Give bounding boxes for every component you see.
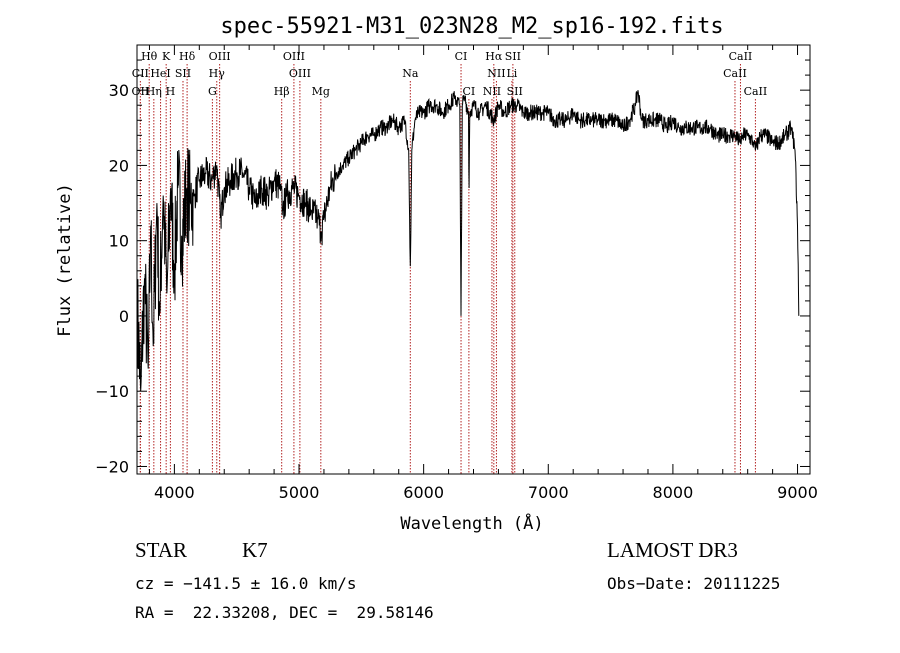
x-axis-label: Wavelength (Å): [400, 512, 543, 534]
line-label: CaII: [729, 50, 753, 63]
line-label: Hα: [485, 50, 503, 63]
x-tick-label: 7000: [528, 483, 569, 502]
line-label: OIII: [289, 67, 311, 80]
line-label: CaII: [723, 67, 747, 80]
line-label: SII: [505, 50, 521, 63]
line-label: CII: [132, 67, 149, 80]
line-label: Hη: [146, 85, 162, 98]
line-label: OIII: [283, 50, 305, 63]
line-label: CI: [463, 85, 476, 98]
line-label: G: [208, 85, 217, 98]
plot-frame: [136, 44, 811, 475]
x-tick-label: 6000: [403, 483, 444, 502]
y-tick-label: −10: [95, 382, 129, 401]
line-label: K: [162, 50, 171, 63]
y-tick-label: 0: [119, 307, 129, 326]
line-label: Hθ: [141, 50, 158, 63]
y-tick-label: 10: [109, 232, 129, 251]
x-tick-label: 5000: [279, 483, 320, 502]
line-label: Mg: [312, 85, 330, 98]
spectral-line-markers: [139, 64, 756, 474]
line-label: Li: [506, 67, 517, 80]
flux-line: [136, 90, 800, 392]
x-tick-label: 4000: [154, 483, 195, 502]
axis-ticks: 4000 5000 6000 7000 8000 9000 −20 −10 0 10 20 30: [95, 45, 818, 502]
line-label: OIII: [209, 50, 231, 63]
line-label: Hδ: [179, 50, 196, 63]
flux-series: [136, 90, 800, 392]
y-tick-label: −20: [95, 457, 129, 476]
line-label: NII: [483, 85, 501, 98]
line-label: Hβ: [274, 85, 290, 98]
y-tick-label: 20: [109, 156, 129, 175]
line-label: H: [166, 85, 176, 98]
object-subclass: K7: [242, 538, 268, 562]
x-tick-label: 9000: [777, 483, 818, 502]
x-tick-label: 8000: [653, 483, 694, 502]
line-label: SII: [175, 67, 191, 80]
y-axis-label: Flux (relative): [55, 183, 75, 337]
y-tick-label: 30: [109, 81, 129, 100]
line-label: Hγ: [209, 67, 226, 80]
radial-velocity: cz = −141.5 ± 16.0 km/s: [135, 574, 357, 593]
object-class: STAR: [135, 538, 187, 562]
line-label: HeI: [150, 67, 170, 80]
chart-title: spec-55921-M31_023N28_M2_sp16-192.fits: [220, 14, 723, 39]
line-label: Na: [402, 67, 419, 80]
sky-coordinates: RA = 22.33208, DEC = 29.58146: [135, 603, 434, 622]
observation-date: Obs−Date: 20111225: [607, 574, 781, 593]
line-label: CI: [455, 50, 468, 63]
line-label: SII: [507, 85, 523, 98]
line-label: CaII: [744, 85, 768, 98]
line-label: NII: [487, 67, 505, 80]
line-label: OII: [132, 85, 150, 98]
survey-release: LAMOST DR3: [607, 538, 738, 562]
